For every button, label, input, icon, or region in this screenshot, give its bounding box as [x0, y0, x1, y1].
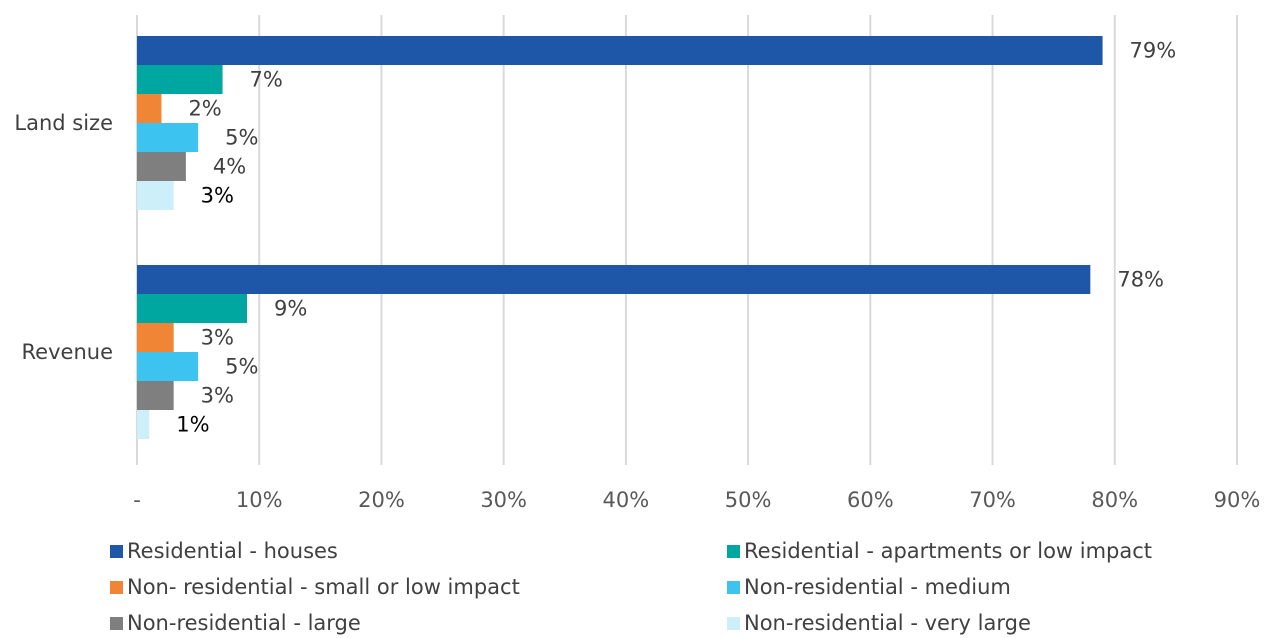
bar: [137, 410, 150, 439]
x-tick-label: 30%: [480, 488, 527, 512]
x-tick-label: 50%: [725, 488, 772, 512]
legend-label: Non-residential - medium: [744, 575, 1011, 599]
bar: [137, 65, 223, 94]
x-tick-label: 10%: [236, 488, 283, 512]
bar-chart: -10% 20% 30% 40% 50% 60% 70% 80% 90%79%7%2%5%4%3…: [14, 15, 1261, 512]
bar: [137, 352, 199, 381]
data-label: 1%: [176, 413, 209, 437]
legend-label: Non- residential - small or low impact: [127, 575, 520, 599]
bar: [137, 181, 174, 210]
legend-swatch: [110, 616, 123, 630]
data-label: 9%: [274, 297, 307, 321]
data-label: 5%: [225, 355, 258, 379]
data-label: 4%: [213, 155, 246, 179]
bar: [137, 381, 174, 410]
x-tick-label: 90%: [1214, 488, 1261, 512]
data-label: 7%: [250, 68, 283, 92]
x-tick-label: 80%: [1091, 488, 1138, 512]
data-label: 3%: [201, 184, 234, 208]
x-tick-label: -: [133, 488, 141, 512]
bar: [137, 94, 162, 123]
x-tick-label: 40%: [603, 488, 650, 512]
bar: [137, 323, 174, 352]
data-label: 78%: [1117, 268, 1164, 292]
bar: [137, 36, 1103, 65]
legend-item-non-residential-small: Non- residential - small or low impact: [110, 575, 520, 599]
data-label: 2%: [188, 97, 221, 121]
data-label: 3%: [201, 326, 234, 350]
data-label: 3%: [201, 384, 234, 408]
legend-label: Non-residential - large: [127, 611, 361, 635]
y-category-label: Revenue: [22, 340, 113, 364]
y-category-label: Land size: [14, 111, 113, 135]
legend-item-non-residential-medium: Non-residential - medium: [727, 575, 1011, 599]
bar: [137, 294, 247, 323]
x-tick-label: 20%: [358, 488, 405, 512]
legend-swatch: [727, 616, 740, 630]
legend-label: Non-residential - very large: [744, 611, 1031, 635]
bar: [137, 123, 199, 152]
x-tick-label: 70%: [969, 488, 1016, 512]
legend-swatch: [727, 580, 740, 594]
bar: [137, 265, 1091, 294]
x-tick-label: 60%: [847, 488, 894, 512]
legend-item-non-residential-very-large: Non-residential - very large: [727, 611, 1031, 635]
legend-item-non-residential-large: Non-residential - large: [110, 611, 361, 635]
legend-swatch: [110, 580, 123, 594]
data-label: 5%: [225, 126, 258, 150]
data-label: 79%: [1130, 39, 1177, 63]
bar: [137, 152, 186, 181]
